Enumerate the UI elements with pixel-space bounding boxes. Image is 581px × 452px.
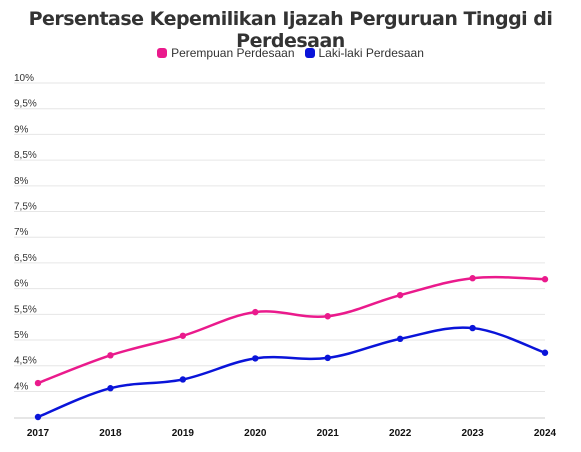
y-tick-label: 9,5% [14, 99, 37, 110]
y-tick-label: 5% [14, 330, 29, 341]
y-tick-label: 8,5% [14, 150, 37, 161]
y-tick-label: 9% [14, 124, 29, 135]
x-tick-label: 2021 [317, 428, 340, 439]
data-point-perempuan [324, 313, 331, 320]
data-point-perempuan [107, 352, 114, 359]
legend-swatch-laki-laki [304, 48, 315, 58]
y-tick-label: 6% [14, 279, 29, 290]
x-tick-label: 2020 [244, 428, 267, 439]
data-point-perempuan [469, 275, 476, 282]
data-point-laki-laki [324, 354, 331, 362]
x-tick-label: 2017 [27, 428, 50, 439]
y-tick-label: 10% [14, 73, 34, 84]
series-line-perempuan [37, 275, 546, 385]
legend-label-perempuan: Perempuan Perdesaan [171, 46, 295, 60]
data-point-perempuan [396, 291, 404, 299]
x-tick-label: 2023 [461, 428, 484, 439]
legend-item-perempuan[interactable]: Perempuan Perdesaan [157, 46, 295, 60]
data-point-perempuan [252, 308, 259, 316]
data-point-laki-laki [396, 335, 404, 343]
data-point-perempuan [541, 276, 549, 283]
y-tick-label: 7,5% [14, 202, 37, 213]
legend: Perempuan Perdesaan Laki-laki Perdesaan [0, 46, 581, 60]
y-tick-label: 5,5% [14, 304, 37, 315]
x-tick-label: 2022 [389, 428, 412, 439]
data-point-laki-laki [107, 385, 114, 392]
data-point-laki-laki [34, 413, 42, 421]
data-point-perempuan [179, 332, 187, 339]
data-point-laki-laki [469, 324, 476, 332]
y-tick-label: 8% [14, 176, 29, 187]
chart-title: Persentase Kepemilikan Ijazah Perguruan … [28, 8, 553, 52]
x-tick-label: 2019 [172, 428, 195, 439]
legend-swatch-perempuan [157, 48, 168, 58]
data-point-laki-laki [252, 355, 259, 362]
data-point-perempuan [34, 379, 42, 387]
legend-item-laki-laki[interactable]: Laki-laki Perdesaan [304, 46, 424, 60]
y-tick-label: 4% [14, 381, 29, 392]
x-tick-label: 2024 [534, 428, 557, 439]
y-tick-label: 6,5% [14, 253, 37, 264]
legend-label-laki-laki: Laki-laki Perdesaan [318, 46, 424, 60]
data-point-laki-laki [179, 376, 187, 383]
y-tick-label: 7% [14, 227, 29, 238]
series-line-laki-laki [37, 326, 546, 419]
data-point-laki-laki [541, 349, 549, 356]
y-tick-label: 4,5% [14, 356, 37, 367]
x-tick-label: 2018 [99, 428, 122, 439]
